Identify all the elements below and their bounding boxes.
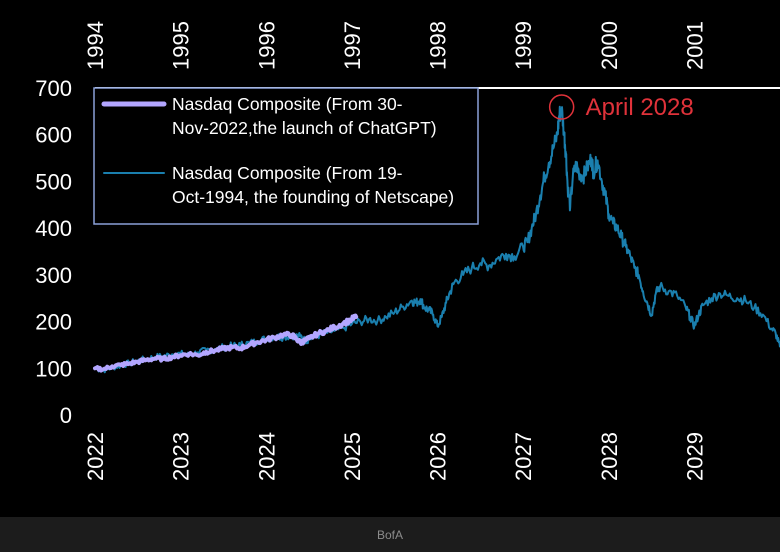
top-x-tick-label: 1998	[426, 21, 451, 70]
series-line-chatgpt	[93, 313, 359, 373]
source-bar: BofA	[0, 517, 780, 552]
y-tick-label: 500	[35, 169, 72, 194]
top-x-tick-label: 1994	[83, 21, 108, 70]
legend: Nasdaq Composite (From 30-Nov-2022,the l…	[93, 87, 479, 225]
bottom-x-tick-label: 2028	[597, 432, 622, 481]
y-tick-label: 400	[35, 216, 72, 241]
bottom-x-tick-label: 2026	[426, 432, 451, 481]
top-x-tick-label: 2001	[682, 21, 707, 70]
top-x-tick-label: 1995	[169, 21, 194, 70]
y-tick-label: 100	[35, 356, 72, 381]
y-tick-label: 600	[35, 123, 72, 148]
chart: 1994 1995 1996 1997 1998 1999 2000 2001 0 100 200…	[35, 21, 780, 481]
top-x-tick-label: 1996	[254, 21, 279, 70]
legend-label: Nasdaq Composite (From 30-Nov-2022,the l…	[172, 94, 437, 138]
bottom-x-tick-label: 2024	[254, 432, 279, 481]
bottom-x-tick-label: 2025	[340, 432, 365, 481]
top-axis: 1994 1995 1996 1997 1998 1999 2000 2001	[83, 21, 707, 70]
chart-canvas: 1994 1995 1996 1997 1998 1999 2000 2001 0 100 200…	[35, 21, 780, 481]
y-tick-label: 300	[35, 263, 72, 288]
source-label: BofA	[376, 527, 403, 542]
bottom-x-tick-label: 2023	[169, 432, 194, 481]
bottom-x-tick-label: 2022	[83, 432, 108, 481]
annotation-label: April 2028	[586, 94, 694, 121]
top-x-tick-label: 1997	[340, 21, 365, 70]
bottom-x-tick-label: 2029	[682, 432, 707, 481]
legend-label: Nasdaq Composite (From 19-Oct-1994, the …	[172, 163, 454, 207]
y-tick-label: 0	[60, 403, 72, 428]
y-tick-label: 700	[35, 76, 72, 101]
y-axis: 0 100 200 300 400 500 600 700	[35, 76, 72, 428]
y-tick-label: 200	[35, 310, 72, 335]
annotation-circle-marker	[548, 94, 575, 120]
annotation-layer: April 2028	[548, 94, 694, 121]
legend-box	[93, 87, 479, 225]
bottom-x-tick-label: 2027	[511, 432, 536, 481]
top-x-tick-label: 2000	[597, 21, 622, 70]
bottom-axis: 2022 2023 2024 2025 2026 2027 2028 2029	[83, 432, 707, 481]
top-x-tick-label: 1999	[511, 21, 536, 70]
